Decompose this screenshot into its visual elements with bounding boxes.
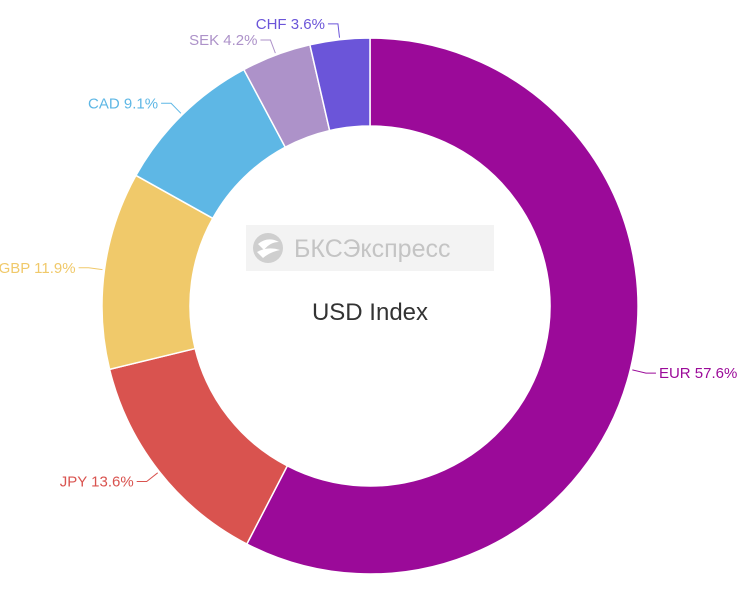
bks-logo-icon	[253, 233, 283, 263]
leader-sek	[260, 39, 276, 54]
donut-slices	[101, 37, 639, 575]
slice-label-sek: SEK 4.2%	[189, 32, 257, 49]
leader-jpy	[136, 472, 159, 482]
label-leaders	[78, 23, 656, 482]
leader-eur	[632, 369, 656, 374]
slice-chf	[308, 37, 371, 132]
slice-labels: EUR 57.6% JPY 13.6% GBP 11.9% CAD 9.1% SEK 4…	[0, 16, 737, 491]
slice-label-cad: CAD 9.1%	[88, 95, 158, 112]
slice-label-jpy: JPY 13.6%	[60, 473, 134, 490]
watermark-text: БКСЭкспресс	[294, 235, 451, 263]
watermark: БКСЭкспресс	[246, 225, 494, 271]
leader-gbp	[78, 267, 103, 271]
leader-cad	[161, 102, 182, 114]
slice-label-eur: EUR 57.6%	[659, 365, 737, 382]
slice-label-gbp: GBP 11.9%	[0, 260, 76, 277]
slice-jpy	[108, 347, 289, 546]
center-title: USD Index	[312, 299, 428, 326]
slice-label-chf: CHF 3.6%	[256, 16, 325, 33]
leader-chf	[327, 23, 341, 38]
slice-eur	[245, 37, 639, 575]
